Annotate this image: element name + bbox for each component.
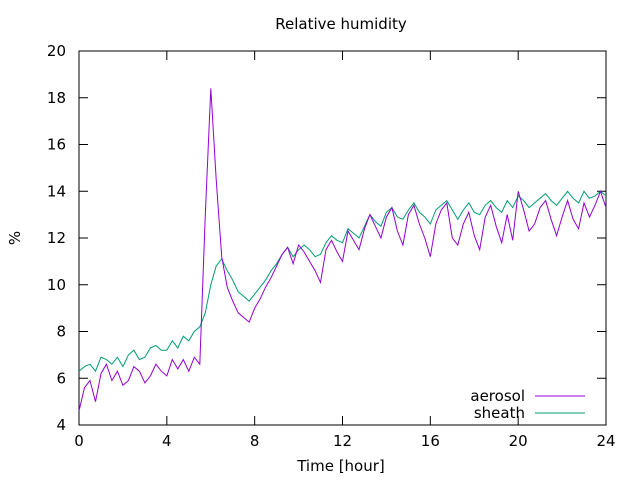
y-tick-label: 16 <box>47 136 66 154</box>
y-tick-label: 6 <box>56 369 66 387</box>
x-tick-label: 20 <box>509 432 528 450</box>
y-tick-label: 10 <box>47 276 66 294</box>
legend-label-sheath: sheath <box>474 404 525 422</box>
x-axis-title: Time [hour] <box>296 457 385 475</box>
x-tick-label: 24 <box>596 432 615 450</box>
x-tick-label: 16 <box>421 432 440 450</box>
x-tick-label: 12 <box>333 432 352 450</box>
legend: aerosol sheath <box>470 387 585 422</box>
y-tick-label: 8 <box>56 323 66 341</box>
y-tick-label: 12 <box>47 229 66 247</box>
chart-title: Relative humidity <box>275 15 407 33</box>
x-tick-label: 8 <box>250 432 260 450</box>
y-tick-label: 4 <box>56 416 66 434</box>
series-layer <box>78 88 607 412</box>
y-axis-ticks: 4 6 8 10 12 14 16 18 20 <box>47 42 606 434</box>
legend-label-aerosol: aerosol <box>470 387 525 405</box>
x-axis-ticks: 0 4 8 12 16 20 24 <box>74 51 616 450</box>
y-tick-label: 18 <box>47 89 66 107</box>
y-axis-title: % <box>6 231 24 245</box>
y-tick-label: 20 <box>47 42 66 60</box>
plot-frame <box>78 50 607 426</box>
x-tick-label: 0 <box>74 432 84 450</box>
series-line-sheath <box>78 190 607 373</box>
y-tick-label: 14 <box>47 182 66 200</box>
series-line-aerosol <box>78 88 607 412</box>
x-tick-label: 4 <box>162 432 172 450</box>
